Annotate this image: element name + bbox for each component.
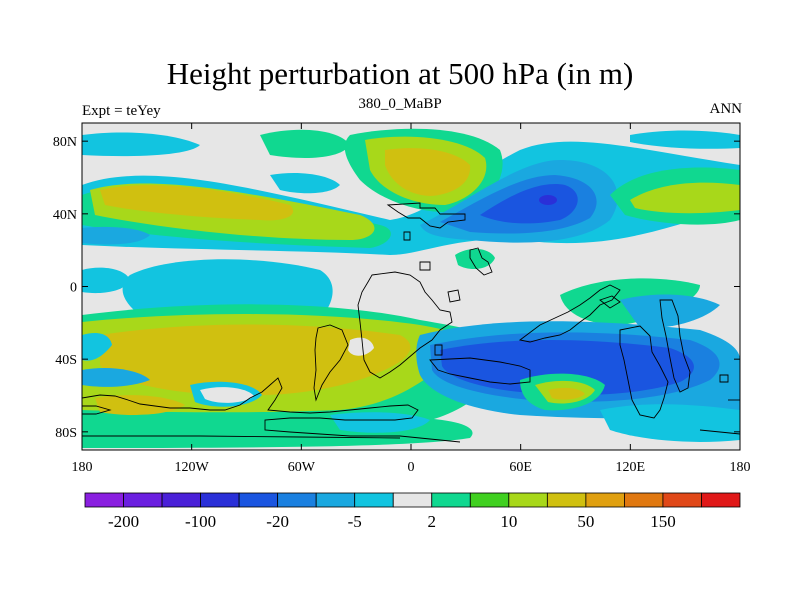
x-tick-label: 60E bbox=[509, 460, 532, 475]
colorbar-label: 2 bbox=[428, 512, 437, 531]
colorbar: -200 -100 -20 -5 2 10 50 150 bbox=[84, 492, 741, 531]
colorbar-label: 50 bbox=[577, 512, 594, 531]
colorbar-swatch bbox=[508, 492, 548, 508]
contour-band bbox=[100, 185, 294, 221]
colorbar-label: 10 bbox=[500, 512, 517, 531]
x-tick-label: 120W bbox=[175, 460, 210, 475]
coastline bbox=[659, 299, 691, 393]
height-perturbation-field bbox=[82, 128, 740, 448]
colorbar-swatch bbox=[161, 492, 201, 508]
coastline bbox=[518, 284, 621, 343]
colorbar-swatch bbox=[238, 492, 279, 508]
coastline bbox=[447, 289, 461, 303]
coastline bbox=[469, 247, 493, 276]
coastline bbox=[599, 295, 621, 309]
colorbar-label: -20 bbox=[266, 512, 289, 531]
x-tick-label: 0 bbox=[408, 460, 415, 475]
x-tick-label: 180 bbox=[72, 460, 93, 475]
contour-band bbox=[440, 340, 694, 395]
contour-band bbox=[82, 132, 200, 157]
colorbar-swatch bbox=[431, 492, 471, 508]
coastline bbox=[403, 231, 411, 241]
contour-band bbox=[100, 324, 411, 396]
contour-band bbox=[455, 248, 495, 270]
map-plot-area bbox=[82, 123, 740, 450]
coastline bbox=[82, 377, 461, 443]
colorbar-swatch bbox=[315, 492, 356, 508]
contour-band bbox=[82, 267, 130, 294]
contour-band bbox=[480, 184, 578, 224]
contour-band bbox=[539, 195, 557, 205]
contour-band bbox=[548, 387, 585, 400]
y-tick-label: 0 bbox=[70, 281, 77, 296]
contour-band bbox=[95, 395, 185, 416]
contour-band bbox=[270, 173, 340, 194]
experiment-label: Expt = teYey bbox=[82, 103, 161, 119]
colorbar-swatch bbox=[546, 492, 587, 508]
y-tick-label: 40N bbox=[53, 208, 77, 223]
latitude-axis: 80N 40N 0 40S 80S bbox=[53, 135, 740, 441]
coastline bbox=[699, 429, 740, 435]
contour-band bbox=[200, 387, 254, 403]
colorbar-swatch bbox=[392, 492, 433, 508]
contour-band bbox=[330, 412, 430, 433]
contour-band bbox=[348, 337, 374, 356]
coastline bbox=[357, 271, 453, 379]
contour-band bbox=[82, 333, 112, 361]
x-tick-label: 180 bbox=[730, 460, 751, 475]
contour-band bbox=[82, 368, 150, 387]
x-tick-label: 120E bbox=[616, 460, 646, 475]
colorbar-label: -100 bbox=[185, 512, 216, 531]
coastline bbox=[434, 344, 443, 356]
season-label: ANN bbox=[709, 101, 743, 117]
contour-band bbox=[260, 129, 350, 158]
x-tick-label: 60W bbox=[288, 460, 316, 475]
contour-band bbox=[385, 148, 471, 196]
colorbar-label: -5 bbox=[348, 512, 362, 531]
coastline bbox=[82, 435, 401, 439]
contour-band bbox=[600, 404, 740, 442]
contour-band bbox=[620, 294, 720, 329]
coastline bbox=[429, 357, 531, 385]
y-tick-label: 40S bbox=[55, 353, 77, 368]
colorbar-swatch bbox=[277, 492, 317, 508]
period-label: 380_0_MaBP bbox=[358, 96, 442, 112]
coastline bbox=[619, 325, 669, 419]
coastline bbox=[386, 202, 466, 229]
colorbar-swatch bbox=[662, 492, 702, 508]
contour-band bbox=[630, 182, 740, 214]
coastline bbox=[313, 324, 349, 402]
contour-band bbox=[630, 130, 740, 149]
coastlines bbox=[82, 202, 740, 443]
coastline bbox=[719, 374, 729, 383]
y-tick-label: 80S bbox=[55, 426, 77, 441]
colorbar-swatch bbox=[701, 492, 741, 508]
colorbar-swatch bbox=[585, 492, 625, 508]
colorbar-swatch bbox=[354, 492, 394, 508]
colorbar-swatch bbox=[469, 492, 510, 508]
contour-band bbox=[82, 226, 150, 245]
coastline bbox=[419, 261, 431, 271]
page-title: Height perturbation at 500 hPa (in m) bbox=[166, 56, 634, 91]
colorbar-swatch bbox=[84, 492, 124, 508]
colorbar-swatch bbox=[624, 492, 664, 508]
colorbar-swatch bbox=[123, 492, 163, 508]
colorbar-label: -200 bbox=[108, 512, 139, 531]
y-tick-label: 80N bbox=[53, 135, 77, 150]
colorbar-label: 150 bbox=[650, 512, 676, 531]
coastline bbox=[82, 405, 112, 415]
colorbar-swatch bbox=[200, 492, 240, 508]
longitude-axis: 180 120W 60W 0 60E 120E 180 bbox=[72, 123, 751, 475]
